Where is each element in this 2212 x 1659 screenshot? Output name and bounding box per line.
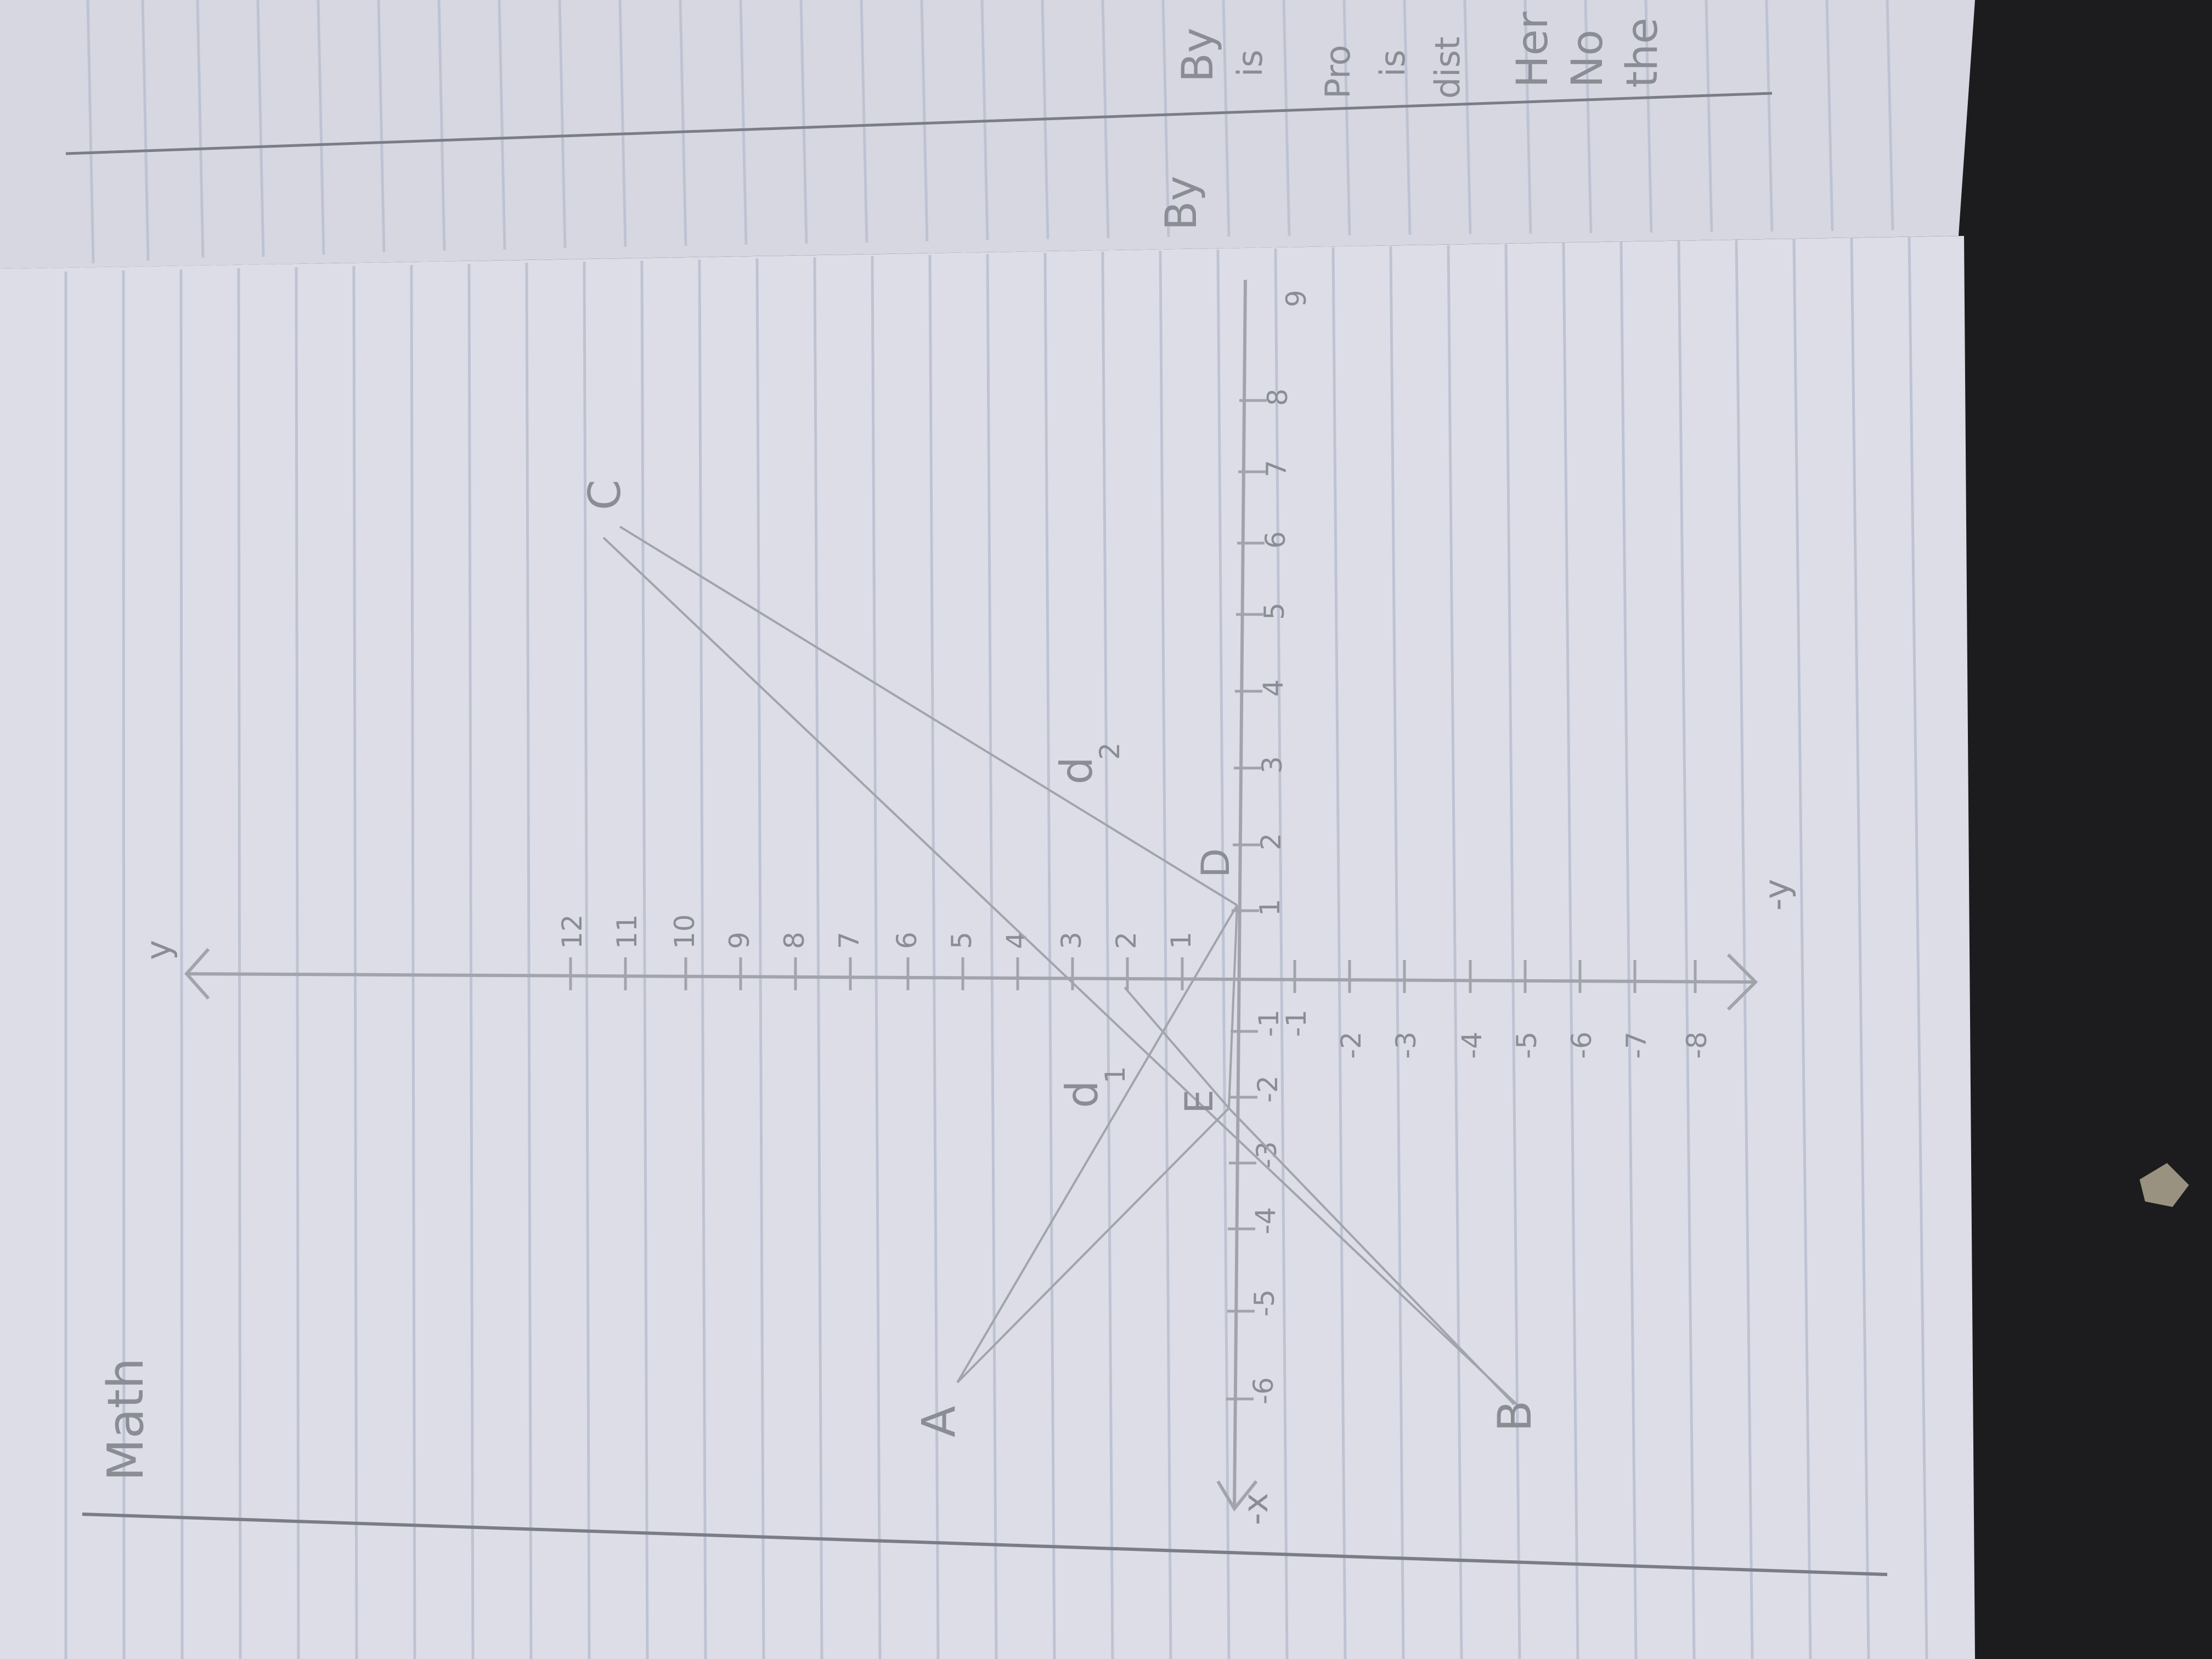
x-tick-label: 7	[1261, 460, 1293, 477]
y-tick-label: -1	[1280, 1009, 1312, 1037]
facing-text-1: By	[1173, 27, 1223, 82]
facing-text-5: dist	[1427, 37, 1468, 99]
y-tick-label: -5	[1511, 1031, 1543, 1059]
x-tick-label: 4	[1257, 679, 1289, 697]
x-tick-label: 2	[1255, 833, 1287, 850]
segment-C-B	[602, 537, 1518, 1406]
y-axis-pos-label: y	[138, 940, 178, 960]
point-label-a: A	[912, 1406, 966, 1437]
distance-label-d2-subscript: 2	[1094, 742, 1126, 760]
y-tick-label: -6	[1566, 1031, 1598, 1059]
y-tick-label: 11	[611, 914, 643, 949]
y-axis	[186, 972, 1756, 984]
x-tick-label: -2	[1252, 1075, 1284, 1103]
x-tick-label: 5	[1259, 602, 1290, 620]
x-tick-label: -3	[1251, 1141, 1283, 1169]
y-tick-label: -7	[1621, 1031, 1652, 1059]
facing-page-margin	[65, 92, 1773, 155]
y-tick-labels-negative: -1 -2 -3 -4 -5 -6 -7 -8	[1280, 1009, 1713, 1059]
main-page-margin	[82, 1513, 1888, 1576]
x-tick-label: 1	[1254, 899, 1286, 916]
y-axis-arrow-pos	[184, 948, 210, 1000]
y-tick-label: -2	[1335, 1031, 1367, 1059]
facing-page-text: By is Pro is dist Her No the By	[1157, 11, 1667, 230]
point-label-b: B	[1488, 1400, 1542, 1432]
y-tick-label: -8	[1681, 1031, 1713, 1059]
x-tick-label: 8	[1262, 388, 1294, 406]
y-tick-label: 7	[833, 932, 865, 949]
point-label-c: C	[579, 479, 630, 510]
y-tick-labels-positive: 1 2 3 4 5 6 7 8 9 10 11 12	[556, 914, 1197, 949]
x-tick-label: -6	[1248, 1377, 1279, 1404]
x-tick-label: -5	[1249, 1289, 1280, 1317]
facing-page-ruling	[86, 0, 1894, 264]
y-axis-arrow-neg	[1726, 953, 1758, 1011]
y-axis-ticks	[569, 957, 1697, 993]
y-tick-label: 8	[778, 932, 810, 949]
x-tick-label: 6	[1260, 531, 1291, 549]
y-tick-label: -3	[1390, 1031, 1422, 1059]
facing-text-6: Her	[1508, 11, 1558, 88]
segment-D-E	[1228, 905, 1238, 1109]
y-tick-label: 10	[669, 914, 701, 949]
x-axis	[1233, 279, 1247, 1509]
construction-lines	[602, 526, 1518, 1406]
segment-A-E	[956, 1107, 1230, 1384]
main-page	[0, 236, 1975, 1659]
distance-label-d1: d	[1057, 1080, 1108, 1108]
x-tick-label: -1	[1253, 1009, 1285, 1037]
facing-text-9: By	[1157, 176, 1206, 230]
x-tick-labels: -6 -5 -4 -3 -2 -1 1 2 3 4 5 6 7 8 9	[1248, 290, 1312, 1404]
y-tick-label: -4	[1456, 1031, 1488, 1059]
facing-text-2: is	[1230, 49, 1270, 77]
segment-A-D	[956, 904, 1238, 1384]
distance-label-d2: d	[1051, 757, 1102, 785]
coordinate-axes	[184, 279, 1758, 1512]
x-tick-label: 9	[1280, 290, 1312, 307]
y-tick-label: 1	[1165, 932, 1197, 949]
x-tick-label: -4	[1250, 1207, 1282, 1234]
main-page-ruling	[64, 236, 1928, 1659]
facing-text-4: is	[1373, 49, 1413, 77]
x-axis-neg-label: -x	[1235, 1493, 1276, 1525]
x-tick-label: 3	[1256, 756, 1288, 774]
facing-text-3: Pro	[1318, 45, 1358, 99]
facing-text-8: the	[1618, 18, 1667, 88]
debris-fleck	[2140, 1163, 2189, 1207]
page-subject: Math	[97, 1358, 155, 1481]
x-axis-arrow-neg	[1216, 1480, 1258, 1512]
facing-page	[0, 0, 1975, 269]
y-tick-label: 6	[891, 932, 923, 949]
facing-text-7: No	[1563, 30, 1612, 88]
point-label-e: E	[1177, 1090, 1222, 1114]
y-tick-label: 3	[1056, 932, 1087, 949]
segment-E-y	[1124, 986, 1230, 1109]
y-tick-label: 2	[1110, 932, 1142, 949]
y-tick-label: 9	[724, 932, 755, 949]
segment-C-D	[619, 526, 1238, 906]
distance-label-d1-subscript: 1	[1099, 1066, 1131, 1084]
y-tick-label: 12	[556, 914, 588, 949]
x-axis-ticks	[1226, 399, 1267, 1401]
point-label-d: D	[1193, 848, 1238, 878]
y-axis-neg-label: -y	[1757, 879, 1797, 911]
y-tick-label: 5	[946, 932, 978, 949]
segment-B-E	[1228, 1107, 1515, 1406]
